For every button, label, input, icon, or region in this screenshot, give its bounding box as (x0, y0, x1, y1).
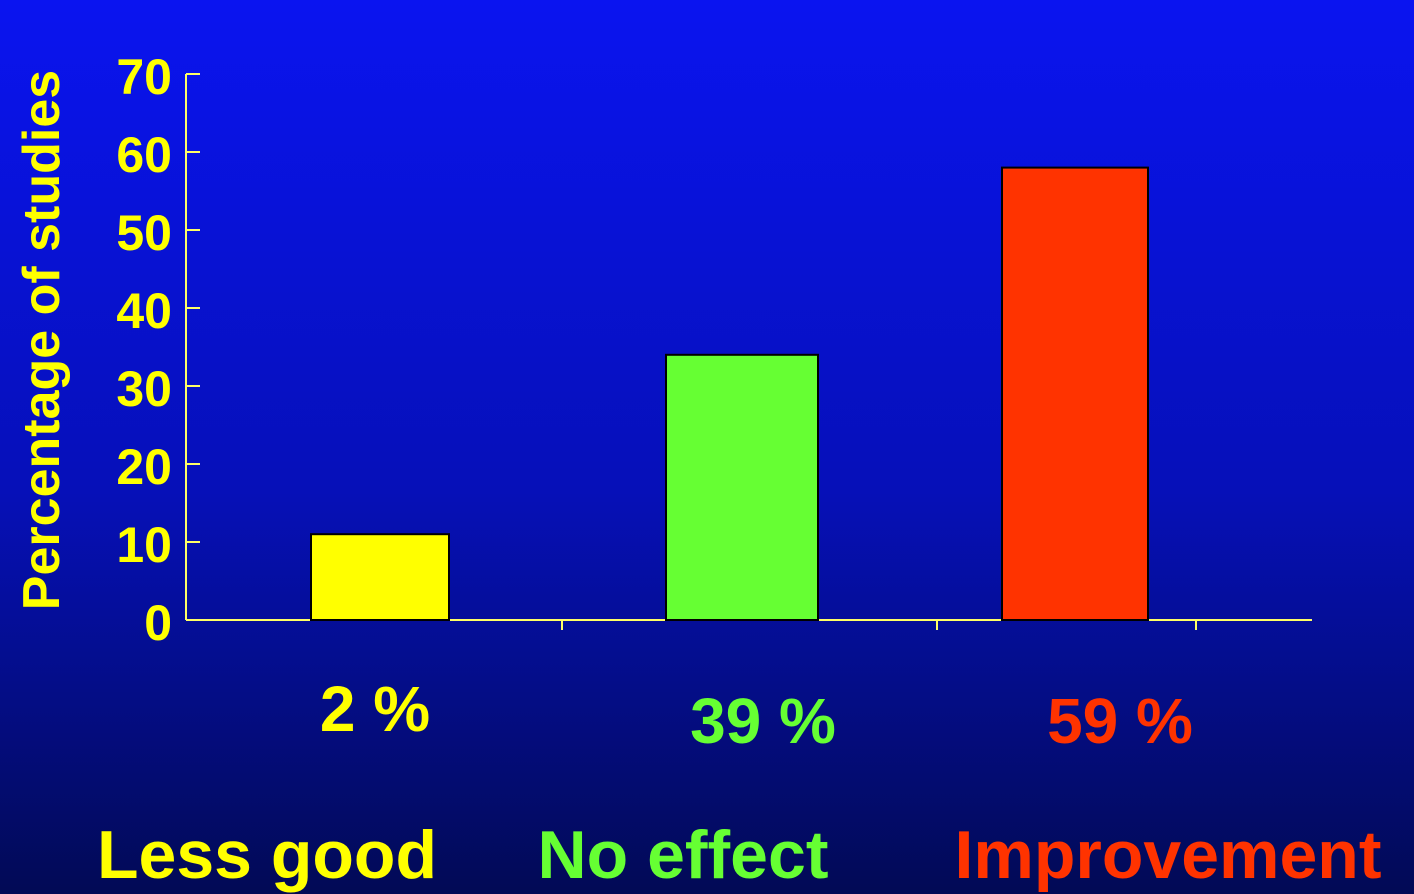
y-tick-label: 30 (116, 361, 172, 417)
bar-less-good (310, 533, 450, 622)
bar-value-label: 39 % (690, 685, 836, 757)
category-label: Improvement (954, 817, 1382, 893)
y-axis-label: Percentage of studies (13, 69, 71, 611)
y-axis-ticks: 0 10 20 30 40 50 60 70 (116, 49, 200, 651)
bar-value-label: 2 % (319, 673, 431, 745)
bar-no-effect (665, 353, 819, 621)
bar-improvement (1001, 166, 1149, 621)
chart-bars (310, 166, 1149, 622)
y-tick-label: 60 (116, 127, 172, 183)
category-label: No effect (537, 817, 829, 893)
y-tick-label: 20 (116, 439, 172, 495)
y-tick-label: 10 (116, 517, 172, 573)
category-label: Less good (96, 817, 438, 893)
y-tick-label: 50 (116, 205, 172, 261)
y-tick-label: 70 (116, 49, 172, 105)
y-tick-label: 40 (116, 283, 172, 339)
y-tick-label: 0 (144, 595, 172, 651)
bar-value-label: 59 % (1047, 685, 1193, 757)
